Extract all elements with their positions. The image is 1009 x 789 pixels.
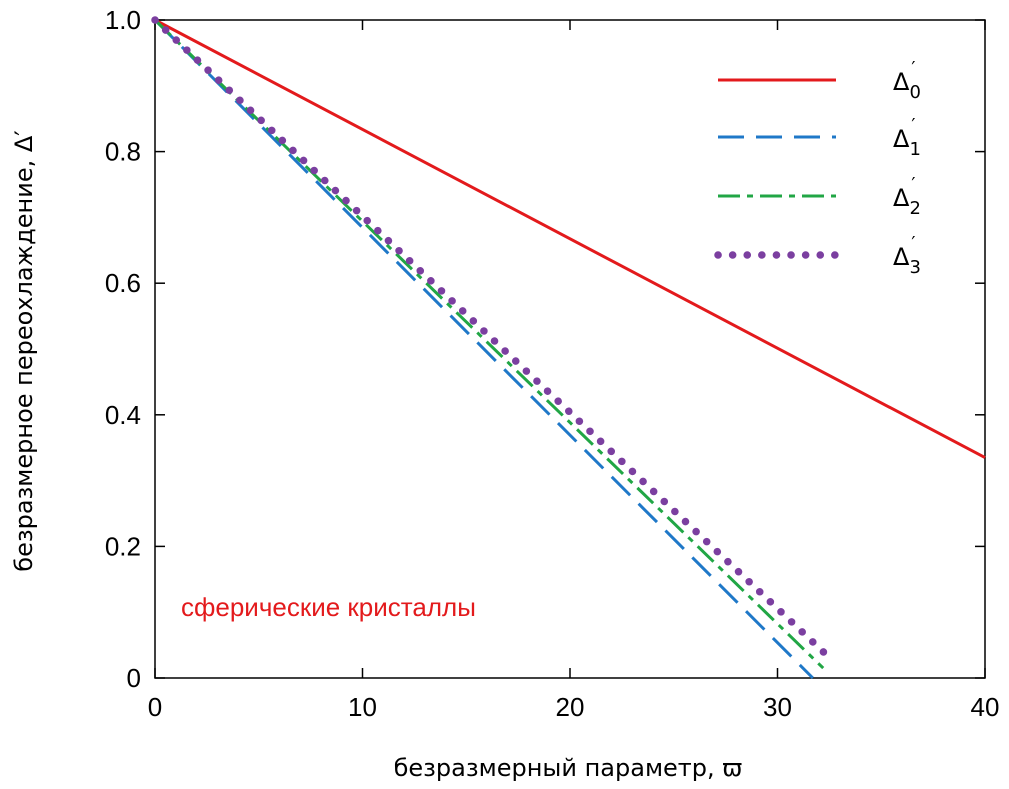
x-tick-label: 40	[971, 692, 1000, 722]
y-tick-label: 0.4	[105, 400, 141, 430]
ticks-group: 0 10 20 30 40 0 0.2 0.4 0.6 0.8 1.0	[105, 5, 1000, 722]
legend-label-1: Δ ′ 1	[893, 115, 921, 160]
series-line-1	[153, 18, 814, 680]
x-tick-label: 0	[148, 692, 162, 722]
y-tick-label: 0	[127, 663, 141, 693]
x-tick-label: 30	[763, 692, 792, 722]
y-axis-title: безразмерное переохлаждение, Δ′	[10, 130, 38, 571]
y-tick-label: 1.0	[105, 5, 141, 35]
x-tick-label: 10	[348, 692, 377, 722]
x-axis-title: безразмерный параметр, ϖ	[394, 754, 743, 782]
plot-frame	[154, 19, 986, 679]
x-tick-label: 20	[556, 692, 585, 722]
series-group	[151, 16, 986, 680]
legend-label-2: Δ ′ 2	[893, 174, 921, 219]
annotation-label: сферические кристаллы	[181, 592, 476, 622]
series-line-0	[154, 18, 986, 459]
y-tick-label: 0.8	[105, 137, 141, 167]
legend-label-0: Δ ′ 0	[893, 58, 921, 103]
legend-label-3: Δ ′ 3	[893, 233, 921, 278]
series-line-2	[153, 18, 825, 670]
y-tick-label: 0.2	[105, 531, 141, 561]
legend-group: Δ ′ 0 Δ ′ 1 Δ ′ 2 Δ ′ 3	[714, 58, 921, 278]
series-line-3	[151, 16, 838, 666]
y-tick-label: 0.6	[105, 268, 141, 298]
plot-frame-group	[154, 19, 986, 679]
